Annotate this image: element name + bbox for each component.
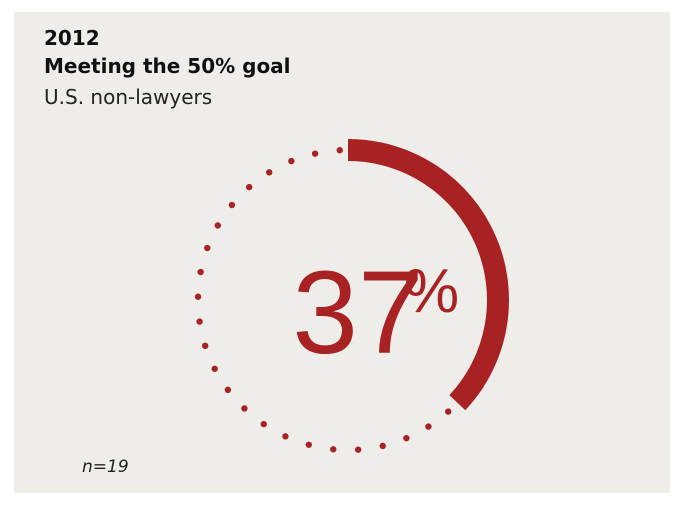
remainder-dot — [336, 147, 343, 154]
remainder-dot — [403, 434, 410, 442]
remainder-dot — [266, 169, 273, 176]
value-arc — [347, 139, 509, 411]
year-label: 2012 — [44, 26, 100, 50]
remainder-dot — [260, 420, 267, 428]
remainder-dot — [197, 268, 204, 276]
remainder-dot — [305, 441, 313, 448]
remainder-dot — [214, 222, 222, 229]
remainder-dot — [201, 342, 209, 350]
remainder-dots — [194, 147, 452, 453]
remainder-dot — [224, 386, 232, 394]
remainder-dot — [311, 150, 319, 157]
remainder-dot — [245, 183, 253, 191]
value-number: 37 — [292, 247, 423, 379]
background-panel — [14, 12, 670, 493]
remainder-dot — [194, 293, 202, 300]
remainder-dot — [228, 201, 236, 209]
remainder-dot — [330, 446, 337, 453]
remainder-dot — [445, 408, 452, 415]
chart-subtitle: U.S. non-lawyers — [44, 85, 213, 109]
sample-size-note: n=19 — [82, 457, 129, 477]
remainder-dot — [425, 423, 432, 430]
remainder-dot — [288, 157, 295, 165]
remainder-dot — [196, 318, 203, 325]
remainder-dot — [211, 365, 218, 372]
remainder-dot — [204, 244, 211, 252]
chart-title: Meeting the 50% goal — [44, 54, 291, 78]
remainder-dot — [282, 433, 289, 440]
remainder-dot — [241, 405, 248, 412]
remainder-dot — [354, 446, 362, 453]
percent-sign: % — [404, 257, 459, 326]
remainder-dot — [379, 442, 386, 450]
